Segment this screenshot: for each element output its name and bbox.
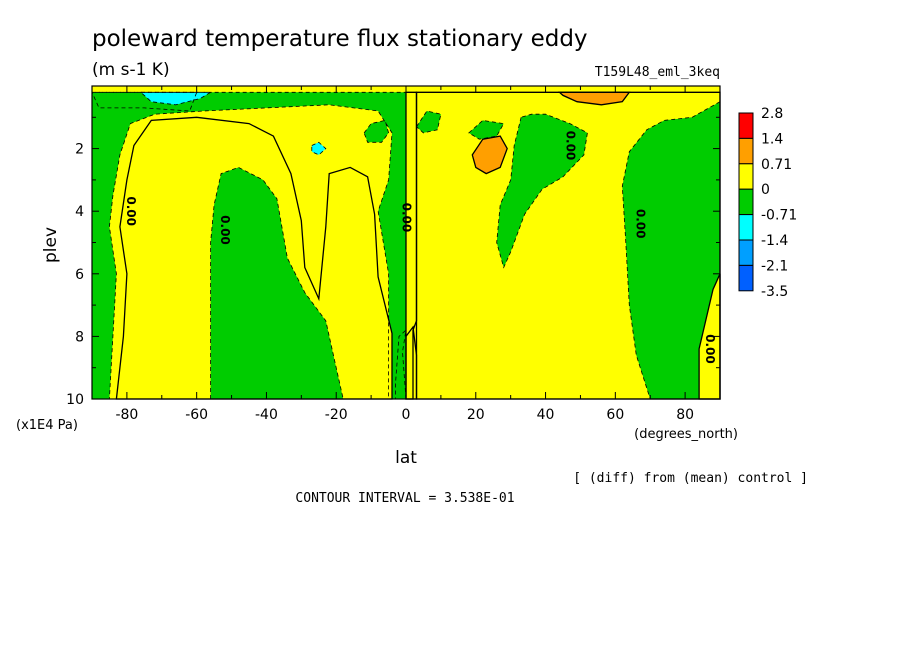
contour-line-14	[471, 135, 508, 175]
legend-swatch	[738, 163, 754, 190]
x-tick-label: 80	[676, 407, 694, 423]
contour-region-11	[416, 111, 441, 133]
contour-line-12	[468, 119, 505, 140]
contour-region-16	[140, 92, 211, 105]
contour-line-16	[139, 91, 213, 106]
x-tick-label: -40	[255, 407, 278, 423]
legend-swatch	[738, 264, 754, 292]
legend-level-label: 0	[761, 182, 770, 198]
y-tick-label: 2	[75, 142, 84, 158]
contour-region-4	[395, 330, 406, 399]
contour-region-2	[210, 167, 344, 399]
contour-line-10	[363, 119, 390, 143]
contour-label-0: 0.00	[124, 196, 138, 226]
x-tick-label: -60	[185, 407, 208, 423]
legend-level-label: 0.71	[761, 157, 792, 173]
y-tick-label: 4	[75, 204, 84, 220]
y-axis-label: plev	[41, 227, 61, 263]
legend-swatch	[738, 137, 754, 165]
contour-line-7	[496, 113, 588, 269]
x-tick-label: 0	[402, 407, 411, 423]
x-tick-label: -80	[115, 407, 138, 423]
x-tick-label: 60	[606, 407, 624, 423]
contour-label-5: 0.00	[563, 131, 577, 161]
chart-units: (m s-1 K)	[92, 60, 170, 80]
contour-region-7	[496, 114, 588, 268]
contour-line-11	[415, 110, 442, 134]
x-axis-label: lat	[395, 448, 417, 468]
y-tick-label: 8	[75, 329, 84, 345]
legend-swatch	[738, 112, 754, 139]
contour-line-0	[91, 91, 407, 400]
run-label: T159L48_eml_3keq	[595, 65, 720, 80]
contour-region-8	[622, 101, 720, 399]
contour-region-10	[364, 120, 389, 143]
legend: 2.8 1.4 0.71 0 -0.71 -1.4 -2.1 -3.5	[738, 106, 797, 300]
legend-swatch	[738, 239, 754, 266]
x-tick-label: -20	[325, 407, 348, 423]
contour-labels: 0.00 0.00 0.00 0.00 0.00 0.00	[124, 131, 717, 364]
contour-line-8	[621, 101, 721, 400]
legend-swatch	[738, 188, 754, 216]
contour-region-14	[472, 136, 508, 174]
contour-interval: CONTOUR INTERVAL = 3.538E-01	[295, 491, 514, 506]
legend-level-label: -2.1	[761, 258, 788, 274]
legend-swatch	[738, 214, 754, 241]
y-axis: 2 4 6 8 10	[66, 116, 720, 408]
legend-level-label: -1.4	[761, 233, 788, 249]
contour-label-3: 0.00	[633, 209, 647, 239]
y-tick-label: 6	[75, 267, 84, 283]
x-tick-label: 20	[467, 407, 485, 423]
contour-line-15	[557, 91, 631, 106]
contour-label-4: 0.00	[703, 334, 717, 364]
x-axis: -80 -60 -40 -20 0 20 40 60 80	[91, 86, 721, 423]
x-axis-units: (degrees_north)	[634, 427, 738, 442]
chart-title: poleward temperature flux stationary edd…	[92, 26, 588, 52]
y-axis-units: (x1E4 Pa)	[16, 418, 78, 433]
contour-line-17	[311, 141, 327, 156]
contour-region-5	[406, 92, 417, 400]
diff-note: [ (diff) from (mean) control ]	[573, 471, 808, 486]
contour-line-1	[115, 116, 393, 400]
legend-level-label: 1.4	[761, 131, 783, 147]
contour-region-9	[699, 273, 720, 399]
y-tick-label: 10	[66, 392, 84, 408]
contour-line-2	[210, 166, 344, 400]
contour-region-12	[468, 120, 504, 140]
contour-region-0	[92, 92, 406, 400]
legend-level-label: 2.8	[761, 106, 783, 122]
x-tick-label: 40	[537, 407, 555, 423]
legend-level-label: -3.5	[761, 284, 788, 300]
contour-label-1: 0.00	[218, 215, 232, 245]
legend-level-label: -0.71	[761, 208, 797, 224]
contour-label-2: 0.00	[400, 203, 414, 233]
